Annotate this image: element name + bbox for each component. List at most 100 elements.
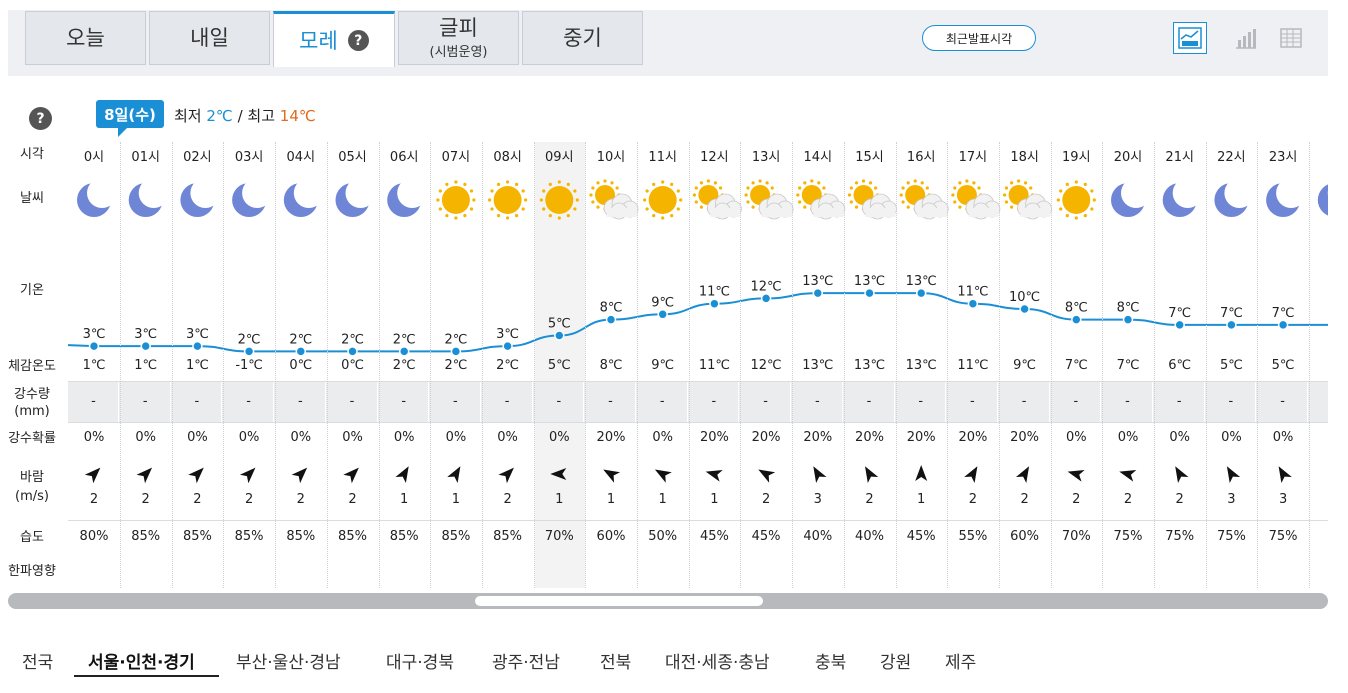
wind-speed-value: 2 (1020, 492, 1029, 507)
precip-probability-value: 0% (497, 430, 518, 445)
row-label-wind: 바람 (20, 470, 44, 485)
sun-cloud-icon (951, 179, 1001, 220)
moon-icon (77, 178, 117, 217)
temperature-point (605, 314, 617, 325)
humidity-value: 80% (79, 529, 109, 544)
precip-probability-value: 20% (958, 430, 988, 445)
scrollbar-thumb[interactable] (475, 596, 763, 606)
wind-speed-value: 2 (141, 492, 150, 507)
min-label: 최저 (174, 107, 202, 125)
recent-release-button[interactable]: 최근발표시각 (922, 25, 1036, 51)
temperature-point (864, 287, 875, 299)
feels-like-value: 6℃ (1168, 358, 1192, 373)
row-label-feels-like: 체감온도 (8, 359, 56, 374)
table-view-icon[interactable] (1275, 23, 1307, 53)
line-graph-view-icon[interactable] (1173, 22, 1207, 54)
region-tab[interactable]: 부산·울산·경남 (236, 653, 341, 673)
humidity-value: 85% (286, 529, 316, 544)
temperature-label: 7℃ (1272, 306, 1295, 321)
precip-probability-value: 0% (445, 430, 467, 445)
column-separator (533, 142, 535, 588)
date-badge: 8일(수) (96, 100, 164, 137)
wind-speed-value: 2 (348, 492, 357, 507)
column-separator (740, 142, 742, 588)
humidity-value: 85% (182, 529, 212, 544)
temperature-label: 8℃ (600, 301, 623, 316)
wind-direction-arrow (915, 465, 928, 481)
precip-probability-value: 20% (855, 430, 884, 445)
sun-cloud-icon (692, 179, 742, 220)
region-tab[interactable]: 제주 (945, 653, 977, 673)
precip-probability-value: 0% (238, 430, 260, 445)
temperature-label: 5℃ (548, 317, 571, 332)
region-tab[interactable]: 충북 (815, 653, 847, 673)
precip-probability-value: 0% (135, 430, 156, 445)
temperature-label: 13℃ (854, 274, 885, 289)
bar-graph-view-icon[interactable] (1230, 23, 1262, 53)
hour-label: 07시 (441, 150, 471, 165)
feels-like-value: 0℃ (341, 358, 364, 373)
feels-like-value: -1℃ (235, 358, 263, 373)
column-separator (481, 142, 483, 588)
temperature-label: 11℃ (699, 285, 730, 300)
tab-day-after-tomorrow[interactable]: 모레 ? (273, 11, 395, 67)
region-tab[interactable]: 광주·전남 (492, 653, 560, 673)
precipitation-value: - (276, 382, 326, 422)
feels-like-value: 2℃ (496, 358, 520, 373)
wind-direction-arrow (1278, 466, 1292, 484)
precipitation-value: - (896, 382, 947, 422)
humidity-value: 60% (596, 529, 626, 544)
hour-label: 21시 (1165, 150, 1194, 165)
precipitation-value: - (172, 382, 223, 422)
tab-midterm[interactable]: 중기 (522, 11, 643, 65)
sun-icon (1056, 180, 1096, 220)
precip-probability-value: 0% (1065, 430, 1087, 445)
wind-direction-arrow (1067, 470, 1085, 482)
region-tab[interactable]: 전북 (600, 653, 632, 673)
humidity-value: 7 (1310, 529, 1328, 544)
tab-today[interactable]: 오늘 (25, 11, 146, 65)
precipitation-value: - (328, 382, 378, 422)
row-label-time: 시각 (20, 147, 44, 162)
feels-like-value: 11℃ (957, 358, 989, 373)
feels-like-value: 9℃ (651, 358, 675, 373)
row-label-weather: 날씨 (20, 191, 44, 206)
temperature-label: 13℃ (802, 274, 833, 289)
wind-speed-value: 2 (761, 492, 771, 507)
temperature-point (760, 293, 772, 304)
column-separator (688, 142, 690, 588)
column-separator (1205, 142, 1207, 588)
temperature-label: 3℃ (83, 327, 106, 342)
region-tab[interactable]: 강원 (880, 653, 912, 673)
region-tab[interactable]: 대구·경북 (386, 653, 454, 673)
moon-icon (180, 178, 221, 217)
region-tab[interactable]: 전국 (22, 653, 54, 673)
precip-probability-value: 20% (596, 430, 626, 445)
row-label-wind-unit: (m/s) (15, 489, 49, 504)
precipitation-value: - (1206, 382, 1257, 422)
tab-three-days[interactable]: 글피 (시범운영) (398, 11, 519, 65)
wind-speed-value: 3 (813, 492, 822, 507)
temperature-point (554, 330, 565, 341)
temperature-point (450, 346, 462, 357)
region-tab[interactable]: 대전·세종·충남 (665, 653, 770, 673)
hour-label: 13시 (751, 150, 781, 165)
min-temp-value: 2℃ (206, 107, 233, 125)
column-separator (585, 142, 587, 588)
feels-like-value: 5℃ (1219, 358, 1243, 373)
region-tab[interactable]: 서울·인천·경기 (88, 653, 195, 673)
temperature-label: 12℃ (751, 279, 782, 294)
help-icon[interactable]: ? (347, 30, 369, 51)
wind-direction-arrow (1175, 466, 1189, 484)
help-icon[interactable]: ? (29, 107, 52, 130)
feels-like-value: 13℃ (853, 358, 886, 373)
column-separator (792, 142, 794, 588)
precip-probability-value: 20% (803, 430, 833, 445)
tab-label: 글피 (439, 16, 478, 40)
grid-divider (68, 381, 1328, 382)
tab-tomorrow[interactable]: 내일 (149, 11, 270, 65)
temperature-point (1122, 314, 1134, 325)
humidity-value: 85% (131, 529, 161, 544)
wind-direction-arrow (395, 466, 409, 484)
precipitation-value: - (431, 382, 481, 422)
